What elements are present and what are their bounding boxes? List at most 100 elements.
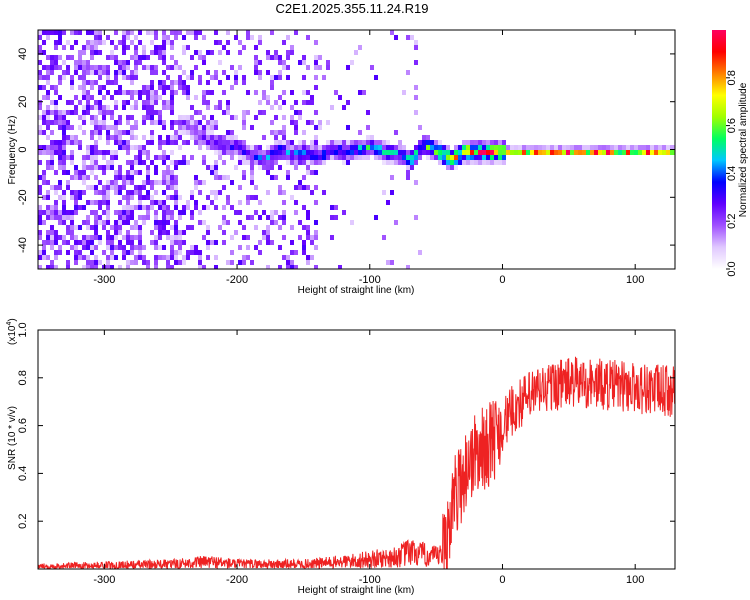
heatmap-cell bbox=[286, 265, 290, 269]
heatmap-cell bbox=[50, 110, 54, 115]
heatmap-cell bbox=[46, 65, 50, 70]
heatmap-cell bbox=[194, 35, 198, 40]
heatmap-cell bbox=[414, 40, 418, 45]
heatmap-cell bbox=[54, 205, 58, 210]
heatmap-cell bbox=[194, 185, 198, 190]
heatmap-cell bbox=[46, 55, 50, 60]
heatmap-cell bbox=[306, 170, 310, 175]
heatmap-cell bbox=[210, 190, 214, 195]
heatmap-cell bbox=[110, 235, 114, 240]
heatmap-cell bbox=[490, 155, 494, 160]
heatmap-cell bbox=[86, 60, 90, 65]
heatmap-cell bbox=[98, 260, 102, 265]
heatmap-cell bbox=[82, 90, 86, 95]
heatmap-cell bbox=[370, 140, 374, 145]
heatmap-cell bbox=[278, 95, 282, 100]
heatmap-cell bbox=[286, 155, 290, 160]
heatmap-cell bbox=[450, 155, 454, 160]
heatmap-cell bbox=[302, 155, 306, 160]
heatmap-cell bbox=[154, 225, 158, 230]
heatmap-cell bbox=[510, 150, 514, 155]
heatmap-cell bbox=[190, 115, 194, 120]
heatmap-cell bbox=[70, 235, 74, 240]
heatmap-cell bbox=[70, 190, 74, 195]
heatmap-cell bbox=[314, 170, 318, 175]
heatmap-cell bbox=[322, 160, 326, 165]
heatmap-cell bbox=[206, 50, 210, 55]
heatmap-cell bbox=[170, 140, 174, 145]
heatmap-cell bbox=[242, 225, 246, 230]
heatmap-cell bbox=[306, 235, 310, 240]
heatmap-cell bbox=[410, 155, 414, 160]
heatmap-cell bbox=[170, 250, 174, 255]
heatmap-cell bbox=[214, 170, 218, 175]
heatmap-cell bbox=[246, 30, 250, 35]
heatmap-cell bbox=[622, 150, 626, 155]
heatmap-cell bbox=[166, 40, 170, 45]
heatmap-cell bbox=[182, 70, 186, 75]
heatmap-cell bbox=[186, 255, 190, 260]
heatmap-cell bbox=[94, 100, 98, 105]
heatmap-cell bbox=[174, 90, 178, 95]
heatmap-cell bbox=[130, 165, 134, 170]
heatmap-cell bbox=[54, 235, 58, 240]
heatmap-cell bbox=[230, 115, 234, 120]
heatmap-cell bbox=[538, 145, 542, 150]
heatmap-cell bbox=[474, 140, 478, 145]
heatmap-cell bbox=[58, 40, 62, 45]
heatmap-cell bbox=[110, 165, 114, 170]
heatmap-cell bbox=[166, 155, 170, 160]
heatmap-cell bbox=[110, 80, 114, 85]
heatmap-cell bbox=[206, 70, 210, 75]
heatmap-cell bbox=[150, 140, 154, 145]
heatmap-cell bbox=[46, 30, 50, 35]
heatmap-cell bbox=[578, 145, 582, 150]
heatmap-cell bbox=[294, 165, 298, 170]
heatmap-cell bbox=[202, 115, 206, 120]
heatmap-cell bbox=[158, 220, 162, 225]
heatmap-cell bbox=[130, 235, 134, 240]
heatmap-cell bbox=[142, 45, 146, 50]
heatmap-cell bbox=[306, 35, 310, 40]
heatmap-cell bbox=[242, 155, 246, 160]
heatmap-cell bbox=[70, 150, 74, 155]
heatmap-cell bbox=[90, 155, 94, 160]
heatmap-cell bbox=[106, 240, 110, 245]
heatmap-cell bbox=[450, 160, 454, 165]
heatmap-cell bbox=[354, 155, 358, 160]
heatmap-cell bbox=[198, 210, 202, 215]
heatmap-cell bbox=[198, 260, 202, 265]
heatmap-cell bbox=[74, 250, 78, 255]
heatmap-cell bbox=[450, 150, 454, 155]
heatmap-cell bbox=[50, 85, 54, 90]
heatmap-cell bbox=[206, 100, 210, 105]
heatmap-cell bbox=[78, 145, 82, 150]
y-tick-label: 1.0 bbox=[17, 322, 29, 337]
heatmap-cell bbox=[38, 150, 42, 155]
heatmap-cell bbox=[66, 215, 70, 220]
heatmap-cell bbox=[42, 50, 46, 55]
heatmap-cell bbox=[134, 35, 138, 40]
heatmap-cell bbox=[306, 90, 310, 95]
heatmap-cell bbox=[342, 145, 346, 150]
heatmap-cell bbox=[134, 60, 138, 65]
heatmap-cell bbox=[246, 110, 250, 115]
heatmap-cell bbox=[58, 75, 62, 80]
heatmap-cell bbox=[250, 195, 254, 200]
heatmap-cell bbox=[38, 30, 42, 35]
heatmap-cell bbox=[590, 145, 594, 150]
heatmap-cell bbox=[82, 60, 86, 65]
heatmap-cell bbox=[290, 250, 294, 255]
heatmap-cell bbox=[130, 90, 134, 95]
heatmap-cell bbox=[394, 145, 398, 150]
heatmap-cell bbox=[406, 155, 410, 160]
heatmap-cell bbox=[222, 205, 226, 210]
heatmap-cell bbox=[194, 200, 198, 205]
heatmap-cell bbox=[222, 160, 226, 165]
heatmap-cell bbox=[126, 180, 130, 185]
heatmap-cell bbox=[134, 55, 138, 60]
heatmap-cell bbox=[238, 150, 242, 155]
heatmap-cell bbox=[62, 45, 66, 50]
heatmap-cell bbox=[322, 190, 326, 195]
heatmap-cell bbox=[54, 145, 58, 150]
